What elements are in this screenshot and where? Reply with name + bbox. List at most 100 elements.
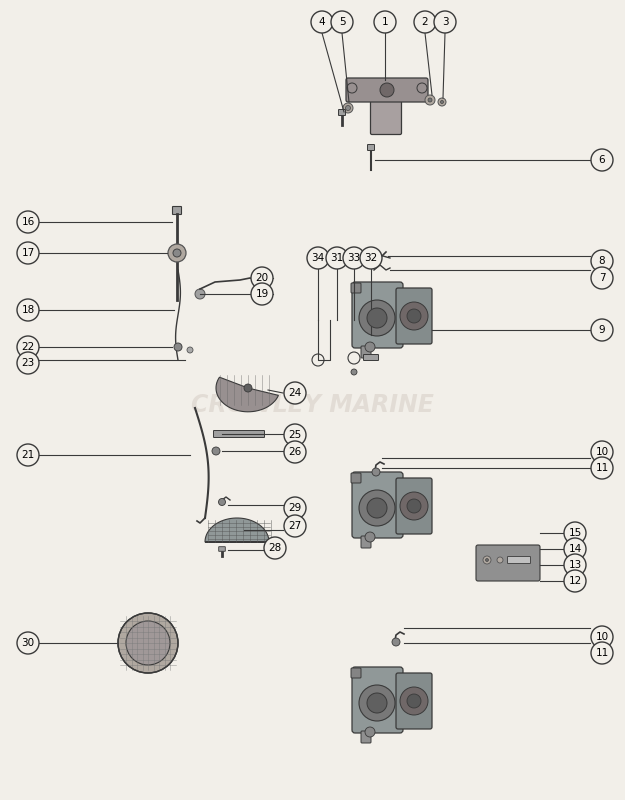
Text: 30: 30: [21, 638, 34, 648]
Text: 19: 19: [256, 289, 269, 299]
Circle shape: [564, 538, 586, 560]
Circle shape: [219, 498, 226, 506]
Circle shape: [343, 103, 353, 113]
Circle shape: [417, 83, 427, 93]
Circle shape: [591, 642, 613, 664]
FancyBboxPatch shape: [214, 430, 264, 438]
Circle shape: [359, 300, 395, 336]
Circle shape: [307, 247, 329, 269]
Circle shape: [564, 570, 586, 592]
Text: 1: 1: [382, 17, 388, 27]
Circle shape: [438, 98, 446, 106]
Text: 5: 5: [339, 17, 345, 27]
Circle shape: [168, 244, 186, 262]
Circle shape: [591, 149, 613, 171]
Circle shape: [284, 424, 306, 446]
Text: 13: 13: [568, 560, 582, 570]
Circle shape: [195, 289, 205, 299]
Circle shape: [591, 457, 613, 479]
Text: 20: 20: [256, 273, 269, 283]
FancyBboxPatch shape: [476, 545, 540, 581]
FancyBboxPatch shape: [396, 478, 432, 534]
Text: 31: 31: [331, 253, 344, 263]
Text: CROWLEY MARINE: CROWLEY MARINE: [191, 393, 434, 417]
Circle shape: [591, 441, 613, 463]
FancyBboxPatch shape: [351, 473, 361, 483]
Circle shape: [483, 556, 491, 564]
Text: 34: 34: [311, 253, 324, 263]
Text: 4: 4: [319, 17, 326, 27]
Circle shape: [326, 247, 348, 269]
Circle shape: [365, 532, 375, 542]
Polygon shape: [205, 518, 269, 542]
Circle shape: [359, 490, 395, 526]
Circle shape: [118, 613, 178, 673]
FancyBboxPatch shape: [371, 94, 401, 134]
Text: 21: 21: [21, 450, 34, 460]
Text: 8: 8: [599, 256, 605, 266]
Circle shape: [284, 382, 306, 404]
FancyBboxPatch shape: [173, 206, 181, 214]
FancyBboxPatch shape: [351, 283, 361, 293]
Circle shape: [414, 11, 436, 33]
Circle shape: [407, 309, 421, 323]
Text: 11: 11: [596, 648, 609, 658]
Circle shape: [251, 267, 273, 289]
FancyBboxPatch shape: [361, 346, 371, 358]
Circle shape: [591, 267, 613, 289]
Text: 32: 32: [364, 253, 378, 263]
Text: 3: 3: [442, 17, 448, 27]
Circle shape: [367, 308, 387, 328]
Text: 9: 9: [599, 325, 605, 335]
Text: 12: 12: [568, 576, 582, 586]
Text: 29: 29: [288, 503, 302, 513]
FancyBboxPatch shape: [361, 536, 371, 548]
Circle shape: [17, 632, 39, 654]
Text: 15: 15: [568, 528, 582, 538]
Circle shape: [17, 242, 39, 264]
Circle shape: [264, 537, 286, 559]
Circle shape: [360, 247, 382, 269]
FancyBboxPatch shape: [364, 354, 379, 361]
FancyBboxPatch shape: [396, 673, 432, 729]
FancyBboxPatch shape: [339, 110, 346, 115]
Text: 16: 16: [21, 217, 34, 227]
FancyBboxPatch shape: [346, 78, 428, 102]
Circle shape: [591, 626, 613, 648]
Circle shape: [284, 515, 306, 537]
Circle shape: [407, 694, 421, 708]
Circle shape: [359, 685, 395, 721]
Circle shape: [486, 558, 489, 562]
Text: 6: 6: [599, 155, 605, 165]
Text: 24: 24: [288, 388, 302, 398]
Text: 26: 26: [288, 447, 302, 457]
Circle shape: [284, 497, 306, 519]
Text: 27: 27: [288, 521, 302, 531]
Text: 11: 11: [596, 463, 609, 473]
Circle shape: [17, 336, 39, 358]
Circle shape: [17, 211, 39, 233]
Circle shape: [400, 492, 428, 520]
Circle shape: [251, 283, 273, 305]
Circle shape: [380, 83, 394, 97]
Circle shape: [244, 384, 252, 392]
Circle shape: [367, 693, 387, 713]
Circle shape: [331, 11, 353, 33]
Circle shape: [434, 11, 456, 33]
Circle shape: [174, 343, 182, 351]
Text: 28: 28: [268, 543, 282, 553]
FancyBboxPatch shape: [361, 731, 371, 743]
Circle shape: [400, 302, 428, 330]
FancyBboxPatch shape: [352, 282, 403, 348]
Circle shape: [17, 352, 39, 374]
Circle shape: [347, 83, 357, 93]
FancyBboxPatch shape: [219, 546, 225, 551]
Circle shape: [428, 98, 432, 102]
Circle shape: [173, 249, 181, 257]
Circle shape: [367, 498, 387, 518]
Text: 10: 10: [596, 447, 609, 457]
Polygon shape: [216, 377, 278, 412]
Circle shape: [400, 687, 428, 715]
Text: 10: 10: [596, 632, 609, 642]
Circle shape: [441, 101, 444, 103]
